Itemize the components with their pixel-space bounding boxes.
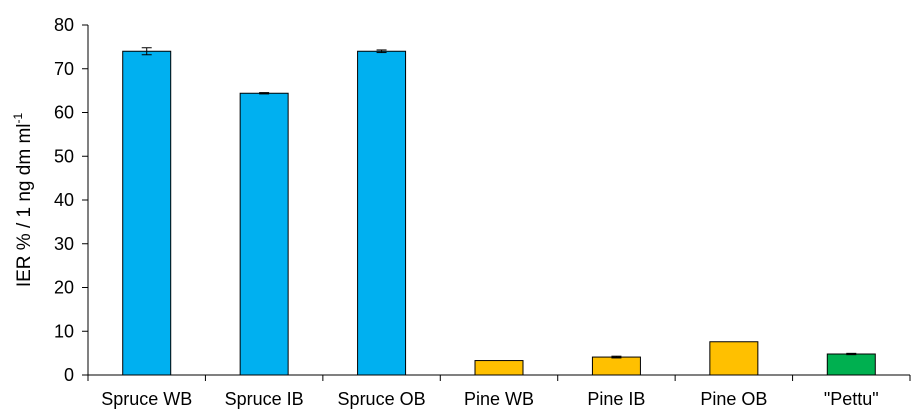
y-tick-label: 50 [54, 146, 74, 166]
bar-spruce-ob [357, 50, 407, 376]
y-tick-label: 40 [54, 190, 74, 210]
x-tick-label: Spruce IB [225, 389, 304, 409]
x-tick-label: Pine OB [700, 389, 767, 409]
bar-pine-ob [709, 341, 759, 376]
bars [122, 50, 876, 376]
error-bar [611, 355, 622, 359]
x-tick-label: Pine WB [464, 389, 534, 409]
error-bar [259, 92, 270, 95]
error-bar [141, 47, 152, 56]
y-tick-label: 30 [54, 234, 74, 254]
x-tick-label: Spruce WB [101, 389, 192, 409]
x-tick-label: Pine IB [587, 389, 645, 409]
x-tick-label: "Pettu" [824, 389, 879, 409]
x-tick-label: Spruce OB [338, 389, 426, 409]
bar-pine-wb [474, 360, 524, 376]
y-tick-label: 80 [54, 15, 74, 35]
y-axis-title: IER % / 1 ng dm ml-1 [11, 113, 35, 288]
error-bar [846, 352, 857, 356]
bar-spruce-ib [239, 92, 289, 376]
y-axis-label-superscript: -1 [11, 113, 25, 124]
bar-pettu [826, 353, 876, 376]
y-tick-label: 20 [54, 278, 74, 298]
y-tick-label: 70 [54, 59, 74, 79]
bar-spruce-wb [122, 50, 172, 376]
axes [87, 25, 910, 376]
error-bars [141, 47, 857, 359]
x-ticks: Spruce WB Spruce IB Spruce OB Pine WB Pine I… [87, 375, 911, 409]
y-axis-label-main: IER % / 1 ng dm ml [14, 124, 35, 288]
y-ticks: 0 10 20 30 40 50 60 70 80 [54, 15, 88, 385]
error-bar [376, 49, 387, 54]
y-axis-label: IER % / 1 ng dm ml-1 [11, 113, 35, 288]
y-tick-label: 10 [54, 321, 74, 341]
y-tick-label: 60 [54, 103, 74, 123]
bar-pine-ib [591, 356, 641, 376]
y-tick-label: 0 [64, 365, 74, 385]
